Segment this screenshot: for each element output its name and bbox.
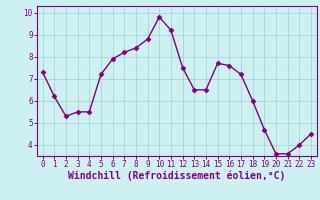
X-axis label: Windchill (Refroidissement éolien,°C): Windchill (Refroidissement éolien,°C) — [68, 171, 285, 181]
